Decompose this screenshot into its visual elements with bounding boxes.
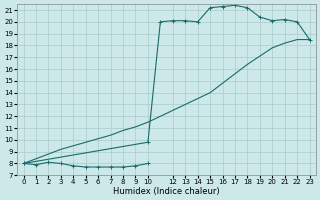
X-axis label: Humidex (Indice chaleur): Humidex (Indice chaleur): [113, 187, 220, 196]
